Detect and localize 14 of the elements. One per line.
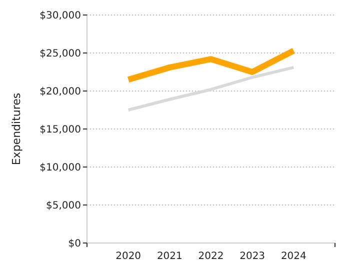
y-tick-label: $0 — [68, 238, 81, 250]
y-axis-title: Expenditures — [10, 92, 23, 166]
x-tick-label: 2022 — [198, 251, 224, 262]
x-tick-label: 2024 — [280, 251, 306, 262]
y-tick-label: $20,000 — [40, 86, 81, 98]
y-tick-label: $10,000 — [40, 162, 81, 174]
x-tick-label: 2021 — [156, 251, 182, 262]
line-series — [126, 66, 296, 112]
x-tick-label: 2023 — [240, 251, 266, 262]
y-tick-label: $25,000 — [40, 48, 81, 60]
x-tick-label: 2020 — [116, 251, 142, 262]
y-tick-label: $5,000 — [46, 200, 81, 212]
y-tick-label: $30,000 — [40, 10, 81, 22]
y-tick-label: $15,000 — [40, 124, 81, 136]
